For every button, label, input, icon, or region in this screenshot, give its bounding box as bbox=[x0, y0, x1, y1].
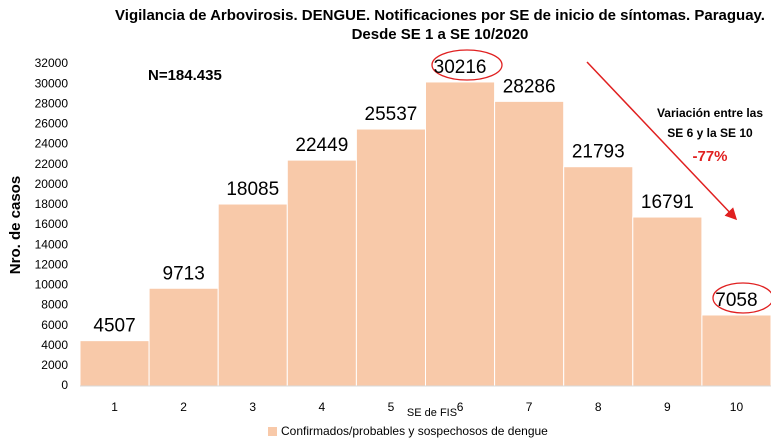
bar bbox=[632, 216, 703, 387]
data-label: 30216 bbox=[434, 57, 487, 78]
data-label: 21793 bbox=[572, 142, 625, 163]
x-tick-label: 6 bbox=[457, 400, 464, 414]
chart-title: Vigilancia de Arbovirosis. DENGUE. Notif… bbox=[115, 7, 765, 24]
data-label: 9713 bbox=[163, 263, 205, 284]
y-tick-label: 30000 bbox=[35, 76, 69, 90]
data-label: 4507 bbox=[93, 316, 135, 337]
bar bbox=[494, 100, 565, 387]
x-tick-label: 8 bbox=[595, 400, 602, 414]
y-tick-label: 20000 bbox=[35, 177, 69, 191]
y-tick-label: 0 bbox=[61, 378, 68, 392]
bar bbox=[425, 81, 496, 387]
data-label: 18085 bbox=[226, 179, 279, 200]
y-tick-label: 12000 bbox=[35, 257, 69, 271]
y-tick-label: 28000 bbox=[35, 96, 69, 110]
x-tick-label: 5 bbox=[388, 400, 395, 414]
y-axis-label: Nro. de casos bbox=[7, 176, 24, 274]
x-axis-label: SE de FIS bbox=[407, 407, 457, 419]
legend-swatch bbox=[268, 427, 277, 436]
y-tick-label: 14000 bbox=[35, 237, 69, 251]
data-label: 28286 bbox=[503, 76, 556, 97]
x-tick-label: 10 bbox=[730, 400, 744, 414]
x-tick-label: 9 bbox=[664, 400, 671, 414]
annotation: Variación entre las bbox=[657, 106, 763, 120]
annotation: N=184.435 bbox=[148, 67, 222, 84]
y-tick-label: 4000 bbox=[41, 338, 68, 352]
y-tick-label: 32000 bbox=[35, 56, 69, 70]
x-tick-label: 3 bbox=[249, 400, 256, 414]
annotation: -77% bbox=[692, 148, 727, 165]
y-tick-label: 24000 bbox=[35, 137, 69, 151]
data-label: 22449 bbox=[295, 135, 348, 156]
annotation: SE 6 y la SE 10 bbox=[667, 126, 753, 140]
bar bbox=[217, 203, 288, 387]
x-tick-label: 7 bbox=[526, 400, 533, 414]
bar bbox=[355, 128, 426, 387]
x-tick-label: 4 bbox=[319, 400, 326, 414]
y-tick-label: 16000 bbox=[35, 217, 69, 231]
data-label: 7058 bbox=[715, 290, 757, 311]
data-label: 25537 bbox=[365, 104, 418, 125]
bar bbox=[79, 340, 150, 387]
y-tick-label: 10000 bbox=[35, 278, 69, 292]
bar bbox=[701, 314, 771, 387]
y-tick-label: 18000 bbox=[35, 197, 69, 211]
y-tick-label: 2000 bbox=[41, 358, 68, 372]
y-tick-label: 26000 bbox=[35, 117, 69, 131]
bar bbox=[286, 159, 357, 387]
legend-label: Confirmados/probables y sospechosos de d… bbox=[281, 424, 548, 438]
chart-subtitle: Desde SE 1 a SE 10/2020 bbox=[352, 26, 529, 43]
y-tick-label: 8000 bbox=[41, 298, 68, 312]
y-tick-label: 6000 bbox=[41, 318, 68, 332]
x-tick-label: 2 bbox=[180, 400, 187, 414]
y-tick-label: 22000 bbox=[35, 157, 69, 171]
highlight-circle bbox=[431, 49, 503, 81]
arrow bbox=[586, 61, 738, 221]
highlight-circle bbox=[712, 282, 771, 314]
x-tick-label: 1 bbox=[111, 400, 118, 414]
data-label: 16791 bbox=[641, 192, 694, 213]
bar bbox=[148, 287, 219, 387]
bar bbox=[563, 166, 634, 387]
